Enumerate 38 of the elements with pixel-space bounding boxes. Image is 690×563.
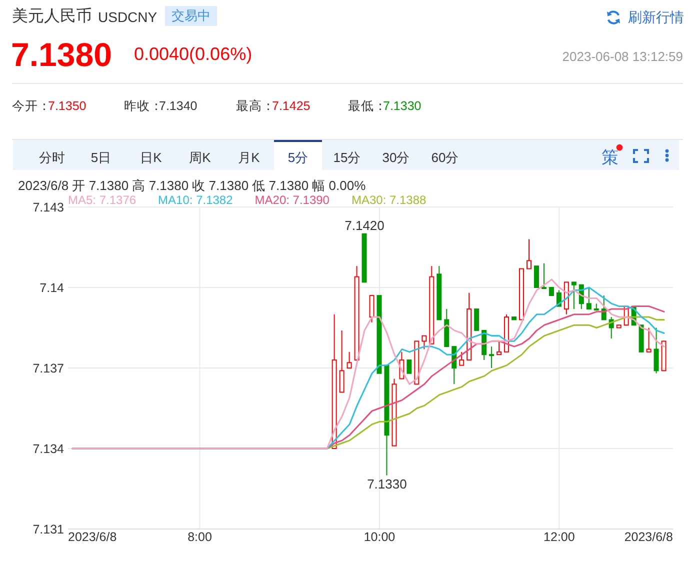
text: 30分 [382, 150, 410, 165]
annotation: 7.1330 [367, 476, 407, 492]
text: 7.1425 [272, 99, 310, 113]
y-tick-label: 7.131 [32, 522, 64, 536]
text: 7.1340 [159, 99, 198, 113]
text: 2023-06-08 13:12:59 [562, 48, 683, 64]
text: MA20: 7.1390 [254, 193, 330, 207]
text: 月K [238, 150, 260, 165]
y-tick-label: 7.143 [32, 200, 64, 214]
text: 2023/6/8 开 7.1380 高 7.1380 收 7.1380 低 7.1380 幅 0.00% [18, 178, 366, 192]
y-tick-label: 7.137 [32, 361, 64, 376]
x-tick-label: 12:00 [544, 530, 575, 544]
text: 0.0040(0.06%) [134, 44, 252, 64]
text: 7.1330 [383, 99, 422, 113]
text: 15分 [333, 150, 361, 165]
chart-title: 美元人民币 [12, 8, 92, 25]
text: MA5: 7.1376 [68, 193, 136, 207]
text: 刷新行情 [628, 9, 684, 25]
x-tick-label: 10:00 [364, 530, 396, 544]
annotation: 7.1420 [344, 218, 384, 233]
text: MA30: 7.1388 [351, 193, 426, 207]
text: 周K [189, 150, 211, 165]
text: 7.1350 [48, 99, 86, 113]
x-tick-label: 2023/6/8 [68, 530, 117, 544]
x-tick-label: 8:00 [188, 530, 212, 544]
chart-subtitle: USDCNY [98, 9, 158, 25]
text: 分时 [39, 150, 65, 165]
y-tick-label: 7.134 [32, 442, 64, 456]
text: 交易中 [172, 8, 210, 23]
text: 日K [140, 150, 162, 165]
text: 5分 [288, 150, 308, 165]
text: 7.1380 [11, 36, 112, 72]
text: 60分 [431, 150, 459, 165]
text: MA10: 7.1382 [158, 193, 233, 207]
text: 5日 [90, 150, 112, 165]
y-tick-label: 7.14 [40, 280, 64, 295]
x-tick-label: 2023/6/8 [624, 530, 674, 544]
text: 策 [602, 148, 618, 166]
